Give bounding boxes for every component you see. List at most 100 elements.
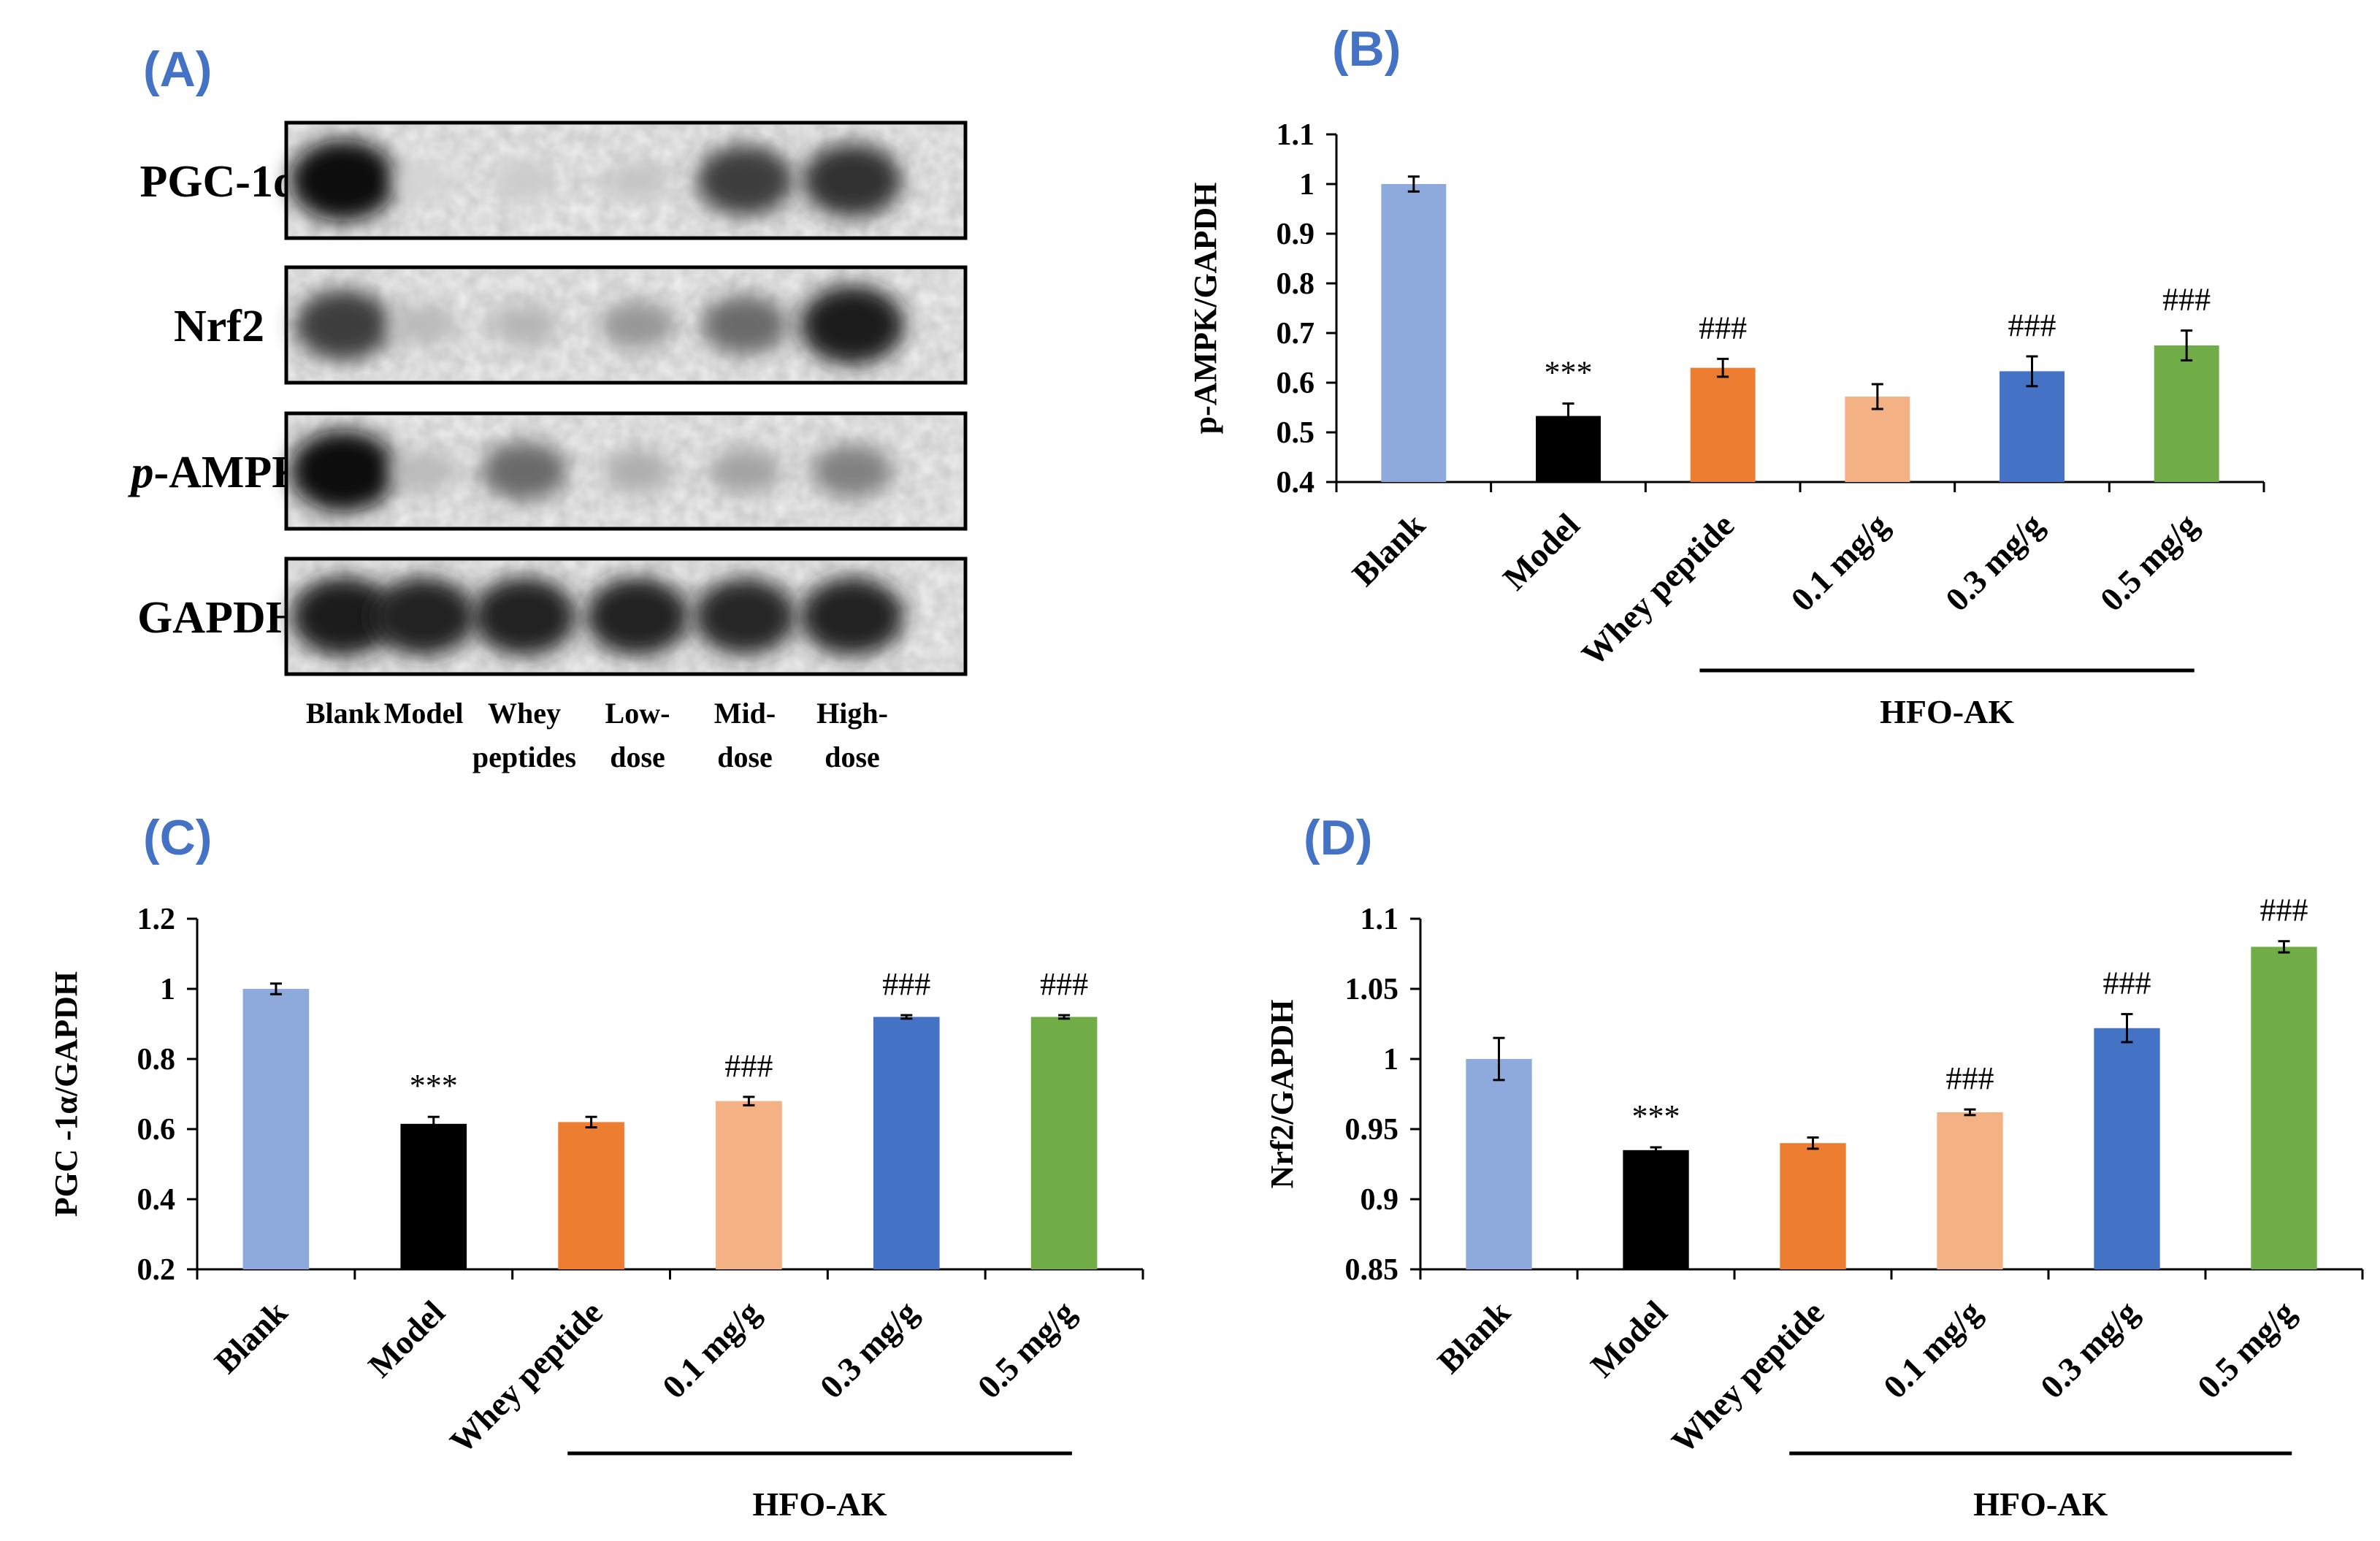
blot-band: [389, 305, 458, 345]
lane-label: Model: [384, 697, 464, 730]
y-tick-label: 0.2: [137, 1253, 176, 1287]
group-label: HFO-AK: [1973, 1485, 2108, 1523]
significance-mark: ***: [1632, 1098, 1680, 1134]
panel-letter: (D): [1304, 810, 1372, 865]
x-tick-label: 0.5 mg/g: [2093, 506, 2205, 619]
x-tick-label: Whey peptide: [1574, 506, 1742, 673]
blot-band: [811, 443, 893, 499]
panel-letter: (B): [1332, 21, 1401, 77]
group-label: HFO-AK: [1880, 693, 2014, 730]
y-tick-label: 0.4: [1277, 466, 1315, 500]
bar: [1690, 367, 1756, 482]
group-label: HFO-AK: [753, 1485, 887, 1523]
blot-band: [701, 295, 789, 355]
blot-row-label: Nrf2: [174, 302, 264, 351]
significance-mark: ###: [2008, 307, 2056, 343]
bar: [2000, 371, 2065, 482]
blot-row: Nrf2: [174, 265, 968, 385]
blot-band: [392, 163, 455, 198]
y-tick-label: 1.05: [1345, 973, 1399, 1006]
y-axis-title: p-AMPK/GAPDH: [1187, 183, 1223, 435]
blot-row-label: p-AMPK: [127, 448, 307, 497]
pgc1a-chart: (C) PGC -1α/GAPDH 0.2 0.4 0.6 0.8 1 1.2 Blank ***…: [48, 810, 1144, 1523]
blot-row: PGC-1α: [139, 121, 968, 240]
significance-mark: ###: [1699, 310, 1747, 345]
significance-mark: ###: [724, 1048, 773, 1084]
x-tick-label: 0.3 mg/g: [2033, 1293, 2146, 1406]
lane-label-line2: dose: [610, 741, 665, 773]
blot-band: [696, 145, 794, 216]
x-tick-label: Model: [1496, 506, 1587, 597]
blot-band: [602, 449, 673, 493]
blot-band: [694, 578, 796, 655]
blot-band: [586, 577, 689, 656]
western-blot-panel: (A) PGC-1α Nrf2 p-AMPK GAPDH Blank Model Whey…: [127, 42, 968, 773]
x-tick-label: Whey peptide: [443, 1293, 610, 1461]
bar: [1030, 1017, 1098, 1269]
panel-a-letter: (A): [143, 42, 212, 97]
y-tick-label: 0.4: [137, 1183, 176, 1217]
x-tick-label: Model: [361, 1293, 452, 1385]
significance-mark: ###: [2162, 282, 2211, 318]
y-tick-label: 0.6: [1277, 367, 1315, 400]
y-tick-label: 0.7: [1277, 317, 1315, 351]
significance-mark: ###: [882, 966, 930, 1002]
blot-row-label-name: -AMPK: [153, 448, 307, 497]
y-tick-label: 1.1: [1361, 903, 1399, 936]
y-tick-label: 0.6: [137, 1113, 176, 1147]
y-tick-label: 1.1: [1277, 118, 1315, 152]
blot-row-label: GAPDH: [137, 593, 301, 643]
lane-label-line2: dose: [824, 741, 880, 773]
blot-band: [708, 448, 782, 494]
y-tick-label: 0.85: [1345, 1253, 1399, 1287]
y-tick-label: 0.5: [1277, 416, 1315, 450]
y-axis-title: PGC -1α/GAPDH: [48, 971, 84, 1217]
bar: [1381, 184, 1447, 482]
blot-rows: PGC-1α Nrf2 p-AMPK GAPDH: [127, 121, 968, 676]
y-tick-label: 0.95: [1345, 1113, 1399, 1147]
lane-labels: Blank Model Whey peptides Low-dose Mid-dose Hi…: [306, 697, 888, 773]
bar: [1780, 1143, 1846, 1269]
x-tick-label: Blank: [207, 1293, 295, 1381]
blot-band: [481, 441, 568, 501]
nrf2-chart: (D) Nrf2/GAPDH 0.85 0.9 0.95 1 1.05 1.1 Blank ***…: [1264, 810, 2364, 1523]
x-tick-label: Blank: [1345, 506, 1433, 594]
blot-band: [604, 161, 671, 199]
lane-label: High-: [816, 697, 888, 730]
y-tick-label: 0.8: [137, 1043, 176, 1077]
lane-label: Whey: [488, 697, 561, 730]
blot-band: [599, 300, 676, 350]
y-tick-label: 1.2: [137, 903, 176, 936]
significance-mark: ###: [1040, 966, 1088, 1002]
blot-band: [291, 576, 396, 657]
blot-band: [389, 451, 458, 492]
x-tick-label: 0.1 mg/g: [1783, 506, 1896, 619]
y-tick-label: 0.9: [1361, 1183, 1399, 1217]
significance-mark: ***: [410, 1068, 458, 1104]
y-tick-label: 1: [1383, 1043, 1398, 1077]
significance-mark: ***: [1545, 355, 1593, 391]
y-tick-label: 0.8: [1277, 267, 1315, 301]
blot-band: [800, 285, 905, 365]
blot-row-label: PGC-1α: [139, 157, 298, 207]
y-tick-label: 1: [160, 973, 175, 1006]
blot-band: [803, 143, 902, 218]
bar: [400, 1123, 467, 1269]
blot-band: [489, 304, 559, 346]
blot-band: [800, 577, 904, 656]
y-tick-label: 1: [1299, 168, 1315, 202]
bar: [873, 1017, 940, 1269]
blot-band: [289, 429, 397, 513]
bar: [2251, 947, 2317, 1269]
lane-label: Blank: [306, 697, 381, 730]
x-tick-label: 0.3 mg/g: [1938, 506, 2051, 619]
bar: [1937, 1112, 2003, 1269]
y-axis-title: Nrf2/GAPDH: [1264, 999, 1300, 1188]
x-tick-label: 0.3 mg/g: [813, 1293, 925, 1406]
bar: [2094, 1028, 2160, 1269]
panel-letter: (C): [143, 810, 212, 865]
blot-band: [472, 577, 576, 656]
blot-band: [289, 139, 397, 222]
bar: [2154, 345, 2219, 482]
